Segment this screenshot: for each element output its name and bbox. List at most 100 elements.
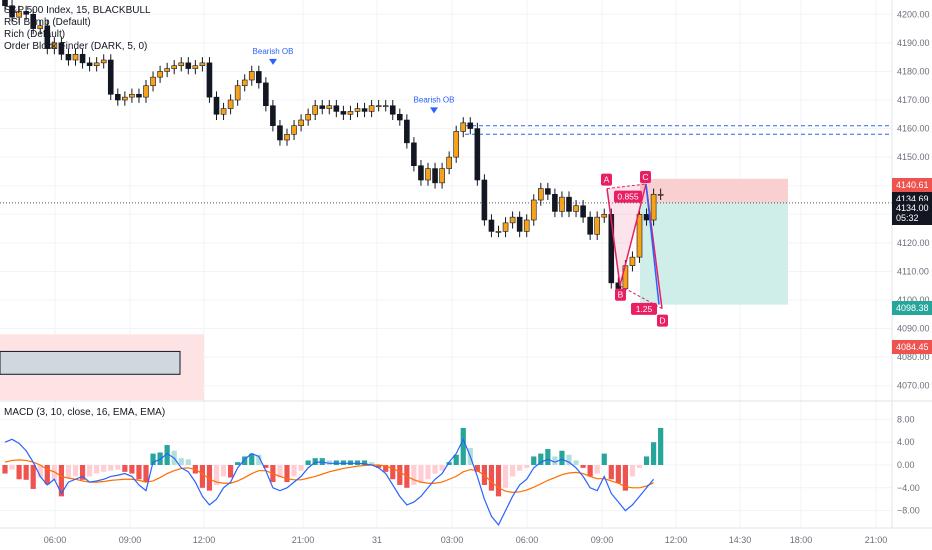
candle-body: [587, 216, 593, 235]
candle-body: [129, 93, 135, 98]
position-zones: [0, 178, 788, 400]
macd-tick-label: −8.00: [897, 506, 920, 516]
candle-body: [502, 222, 509, 232]
time-tick-label: 09:00: [591, 535, 614, 545]
candle-body: [255, 71, 262, 84]
macd-tick-label: 8.00: [897, 414, 915, 424]
macd-histogram-bar: [580, 465, 586, 468]
point-a-label-bg: [601, 173, 612, 186]
indicator-rsi-bomb[interactable]: RSI Bomb (Default): [4, 17, 91, 28]
candle-body: [122, 96, 128, 101]
macd-histogram-bar: [622, 465, 628, 491]
bearish-ob-label-1: Bearish OB: [253, 47, 294, 56]
macd-histogram-bar: [643, 456, 650, 465]
candle-body: [150, 76, 156, 87]
candle-body: [460, 122, 467, 132]
point-b-label: B: [618, 290, 624, 300]
macd-histogram-bar: [573, 460, 579, 465]
macd-histogram-bar: [510, 465, 516, 477]
candle-body: [2, 0, 8, 7]
macd-histogram-bar: [658, 427, 664, 465]
price-tick-label: 4170.00: [897, 95, 930, 105]
point-c-label: C: [642, 172, 648, 182]
macd-histogram-bar: [206, 465, 213, 491]
macd-histogram-bar: [531, 456, 537, 465]
macd-histogram-bar: [30, 465, 36, 489]
macd-histogram-bar: [185, 459, 191, 465]
macd-histogram-bar: [369, 462, 375, 465]
indicator-rich[interactable]: Rich (Default): [4, 29, 66, 40]
candle-body: [178, 62, 185, 67]
point-c-label-bg: [640, 171, 651, 183]
candle-body: [474, 128, 481, 181]
macd-histogram-bar: [284, 465, 290, 483]
candle-body: [100, 59, 107, 64]
candle-body: [530, 199, 537, 221]
indicator-order-block-finder[interactable]: Order Block Finder (DARK, 5, 0): [4, 41, 148, 52]
macd-histogram-bar: [220, 465, 227, 477]
candle-body: [396, 113, 403, 121]
candle-body: [319, 105, 326, 109]
macd-histogram-bar: [115, 465, 121, 470]
candle-body: [227, 99, 234, 109]
candle-body: [368, 105, 375, 112]
candle-body: [375, 105, 382, 108]
candle-body: [263, 82, 269, 107]
candle-body: [241, 79, 248, 87]
candle-body: [411, 142, 417, 167]
macd-histogram-bar: [58, 465, 64, 497]
order-block-lines: [0, 125, 892, 204]
candle-body: [488, 219, 495, 232]
macd-line: [4, 437, 655, 526]
macd-title[interactable]: MACD (3, 10, close, 16, EMA, EMA): [4, 407, 166, 418]
macd-histogram-bar: [143, 465, 149, 483]
bd-ratio-label-bg: [631, 302, 657, 315]
macd-histogram-bar: [16, 465, 22, 480]
price-tick-label: 4120.00: [897, 238, 930, 248]
macd-histogram-bar: [164, 445, 170, 465]
candle-body: [404, 119, 410, 144]
macd-histogram-bar: [601, 453, 607, 465]
macd-tick-label: 0.00: [897, 460, 915, 470]
candle-body: [439, 168, 445, 184]
candle-body: [601, 213, 608, 218]
candle-body: [30, 13, 37, 29]
candle-body: [580, 205, 586, 218]
candle-body: [608, 213, 615, 284]
macd-histogram-bar: [432, 465, 438, 474]
macd-histogram-bar: [383, 465, 389, 472]
macd-histogram-bar: [178, 458, 184, 465]
macd-histogram-bar: [2, 465, 8, 474]
candle-body: [418, 165, 424, 181]
candle-body: [16, 11, 22, 18]
target-price-label: 4098.38: [892, 301, 932, 315]
macd-histogram-bar: [213, 465, 220, 485]
harmonic-legs: [606, 183, 663, 309]
candle-body: [333, 105, 340, 112]
macd-histogram-bar: [277, 465, 283, 478]
price-tick-label: 4070.00: [897, 381, 930, 391]
time-tick-label: 18:00: [790, 535, 813, 545]
candle-body: [199, 62, 206, 67]
macd-pane: [0, 400, 932, 526]
macd-histogram-bar: [439, 465, 445, 471]
time-tick-label: 06:00: [516, 535, 539, 545]
point-d-label-bg: [657, 314, 668, 327]
macd-histogram-bar: [474, 465, 480, 472]
macd-histogram-bar: [538, 453, 544, 465]
signal-line: [4, 459, 654, 493]
candle-body: [234, 85, 241, 101]
candle-body: [51, 42, 58, 49]
candle-body: [340, 111, 347, 115]
candle-body: [657, 193, 664, 196]
time-tick-label: 21:00: [292, 535, 315, 545]
time-tick-label: 03:00: [441, 535, 464, 545]
point-b-label-bg: [615, 288, 626, 301]
macd-histogram-bar: [361, 460, 368, 465]
point-d-label: D: [659, 316, 665, 326]
candle-body: [495, 231, 502, 233]
candle-body: [552, 193, 558, 212]
macd-histogram-bar: [453, 454, 459, 465]
candle-body: [650, 193, 657, 221]
